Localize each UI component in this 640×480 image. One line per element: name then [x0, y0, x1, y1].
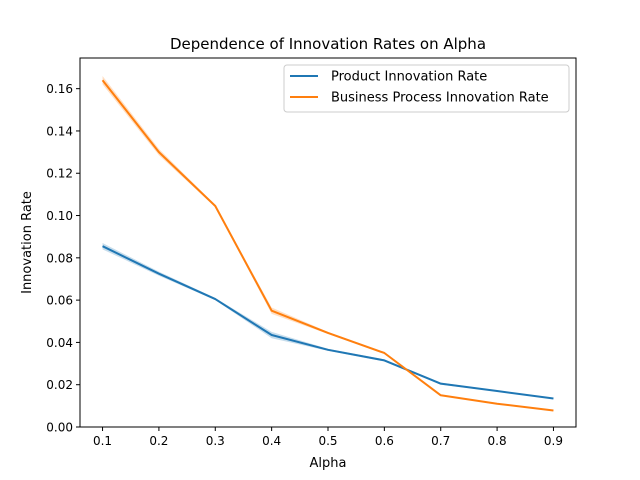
y-tick-label: 0.02: [46, 378, 73, 392]
legend-box: [283, 64, 570, 113]
y-tick-label: 0.08: [46, 251, 73, 265]
y-tick-label: 0.06: [46, 294, 73, 308]
legend-label-0: Product Innovation Rate: [331, 70, 487, 85]
y-tick-label: 0.12: [46, 167, 73, 181]
series-0-line: [102, 245, 554, 400]
x-tick-label: 0.9: [544, 434, 563, 448]
x-tick-label: 0.4: [262, 434, 281, 448]
y-tick-label: 0.14: [46, 124, 73, 138]
x-tick-label: 0.7: [431, 434, 450, 448]
x-tick-label: 0.3: [206, 434, 225, 448]
y-tick-label: 0.16: [46, 82, 73, 96]
plot-frame: [79, 57, 577, 428]
y-tick-label: 0.00: [46, 421, 73, 435]
x-axis-label: Alpha: [310, 456, 347, 471]
x-tick-label: 0.2: [149, 434, 168, 448]
y-tick-label: 0.04: [46, 336, 73, 350]
x-tick-label: 0.6: [375, 434, 394, 448]
x-tick-label: 0.8: [488, 434, 507, 448]
legend-label-1: Business Process Innovation Rate: [331, 91, 549, 106]
legend: Product Innovation Rate Business Process …: [283, 64, 570, 113]
y-axis-label: Innovation Rate: [20, 191, 35, 294]
series-1-line: [101, 79, 554, 412]
chart-title: Dependence of Innovation Rates on Alpha: [170, 35, 486, 53]
x-tick-label: 0.5: [318, 434, 337, 448]
y-tick-label: 0.10: [46, 209, 73, 223]
x-tick-label: 0.1: [93, 434, 112, 448]
